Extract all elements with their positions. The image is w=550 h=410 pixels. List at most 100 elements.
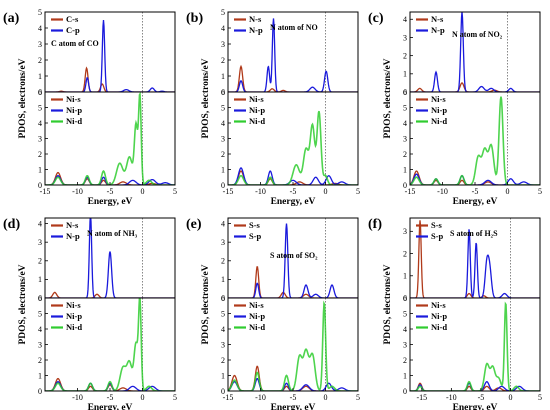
y-tick-label: 0 [221, 387, 225, 396]
curves [45, 92, 175, 185]
y-tick-label: 4 [221, 24, 225, 33]
axes-frame [44, 91, 176, 186]
series-s-p-line [410, 229, 540, 298]
curves [410, 12, 540, 92]
y-tick-label: 4 [403, 15, 407, 24]
subpanel-bottom: 0 1 2 3 4 5 6 Ni-sNi-pNi-d [403, 88, 541, 190]
legend-label: Ni-d [431, 116, 447, 126]
axes-frame [227, 297, 359, 392]
series-n-s-line [410, 82, 540, 92]
y-tick-label: 6 [221, 88, 225, 97]
legend: Ni-sNi-pNi-d [416, 94, 447, 126]
y-tick-label: 3 [403, 33, 407, 42]
subpanel-bottom: 0 1 2 3 4 5 6 Ni-sNi-pNi-d [38, 294, 176, 396]
subpanel-top: 0 1 2 3 4 S-sS-p S atom of SO₂ [221, 217, 359, 303]
legend: Ni-sNi-pNi-d [51, 94, 82, 126]
series-s-s-line [228, 266, 358, 298]
legend-label: Ni-s [249, 94, 264, 104]
y-axis-label: PDOS, electrons/eV [201, 58, 211, 138]
y-tick-label: 5 [403, 103, 407, 112]
legend-label: S-p [431, 231, 444, 241]
y-tick-label: 6 [38, 294, 42, 303]
panel-annotation: N atom of NO [270, 23, 318, 32]
curves [410, 96, 540, 185]
curves [45, 298, 175, 391]
series-ni-d-line [228, 110, 358, 185]
panel-annotation: N atom of NO₂ [452, 30, 503, 39]
y-tick-label: 3 [221, 134, 225, 143]
legend-label: N-s [249, 14, 262, 24]
panel-letter: (b) [186, 11, 203, 26]
legend-label: N-p [249, 25, 263, 35]
legend-label: Ni-s [66, 300, 81, 310]
x-axis-label: Energy, eV [453, 197, 498, 207]
x-tick-label: 0 [324, 187, 328, 196]
legend: N-sN-p [51, 220, 80, 241]
legend-label: N-s [66, 220, 79, 230]
legend: S-sS-p [234, 220, 262, 241]
x-tick-label: 0 [508, 393, 512, 402]
y-tick-label: 2 [403, 150, 407, 159]
y-tick-label: 3 [38, 40, 42, 49]
series-n-p-line [410, 12, 540, 92]
x-tick-label: -15 [223, 187, 234, 196]
x-tick-label: 5 [356, 187, 360, 196]
panel-letter: (d) [3, 217, 20, 232]
legend-label: N-p [66, 231, 80, 241]
y-tick-label: 0 [403, 88, 407, 97]
x-tick-label: 5 [538, 393, 542, 402]
y-tick-label: 2 [221, 257, 225, 266]
y-tick-label: 6 [403, 88, 407, 97]
y-tick-label: 3 [403, 340, 407, 349]
y-tick-label: 0 [221, 181, 225, 190]
y-tick-label: 3 [38, 238, 42, 247]
y-axis-label: PDOS, electrons/eV [383, 264, 393, 344]
panel-letter: (c) [368, 11, 384, 26]
panel-5: 0 1 2 3 4 S-sS-p S atom of SO₂ 0 1 2 3 4 5 6 Ni-sNi-pN… [186, 217, 360, 410]
y-tick-label: 2 [38, 56, 42, 65]
y-tick-label: 0 [403, 181, 407, 190]
legend-label: C-p [66, 25, 80, 35]
y-tick-label: 6 [221, 294, 225, 303]
subpanel-bottom: 0 1 2 3 4 5 6 Ni-sNi-pNi-d [38, 88, 176, 190]
panel-letter: (a) [3, 11, 20, 26]
y-tick-label: 2 [403, 51, 407, 60]
axes-frame [409, 297, 541, 392]
y-tick-label: 2 [403, 249, 407, 258]
y-tick-label: 5 [38, 103, 42, 112]
x-tick-label: -15 [405, 187, 416, 196]
x-tick-label: -10 [437, 187, 448, 196]
x-tick-label: 5 [173, 393, 177, 402]
y-tick-label: 1 [403, 165, 407, 174]
legend-label: Ni-d [249, 116, 265, 126]
subpanel-top: 0 1 2 3 S-sS-p S atom of H₂S [403, 217, 541, 303]
legend-label: N-p [431, 25, 445, 35]
legend: Ni-sNi-pNi-d [51, 300, 82, 332]
y-tick-label: 1 [38, 72, 42, 81]
series-c-s-line [45, 66, 175, 92]
series-n-p-line [45, 218, 175, 298]
x-tick-label: -10 [255, 187, 266, 196]
panel-6: 0 1 2 3 S-sS-p S atom of H₂S 0 1 2 3 4 5 6 Ni-sNi-pNi… [368, 217, 542, 410]
y-axis-label: PDOS, electrons/eV [201, 264, 211, 344]
series-ni-d-line [45, 92, 175, 185]
y-tick-label: 1 [221, 72, 225, 81]
y-tick-label: 4 [403, 325, 407, 334]
legend-label: Ni-s [431, 94, 446, 104]
legend: N-sN-p [416, 14, 445, 35]
y-tick-label: 6 [38, 88, 42, 97]
curves [45, 19, 175, 92]
legend-label: Ni-p [249, 105, 265, 115]
y-tick-label: 5 [221, 309, 225, 318]
legend-label: Ni-s [249, 300, 264, 310]
y-tick-label: 4 [221, 219, 225, 228]
y-tick-label: 0 [221, 294, 225, 303]
subpanel-top: 0 1 2 3 4 N-sN-p N atom of NO₂ [403, 11, 541, 97]
panel-annotation: C atom of CO [51, 39, 99, 48]
y-tick-label: 0 [221, 88, 225, 97]
y-tick-label: 3 [38, 340, 42, 349]
x-tick-label: -15 [416, 393, 427, 402]
